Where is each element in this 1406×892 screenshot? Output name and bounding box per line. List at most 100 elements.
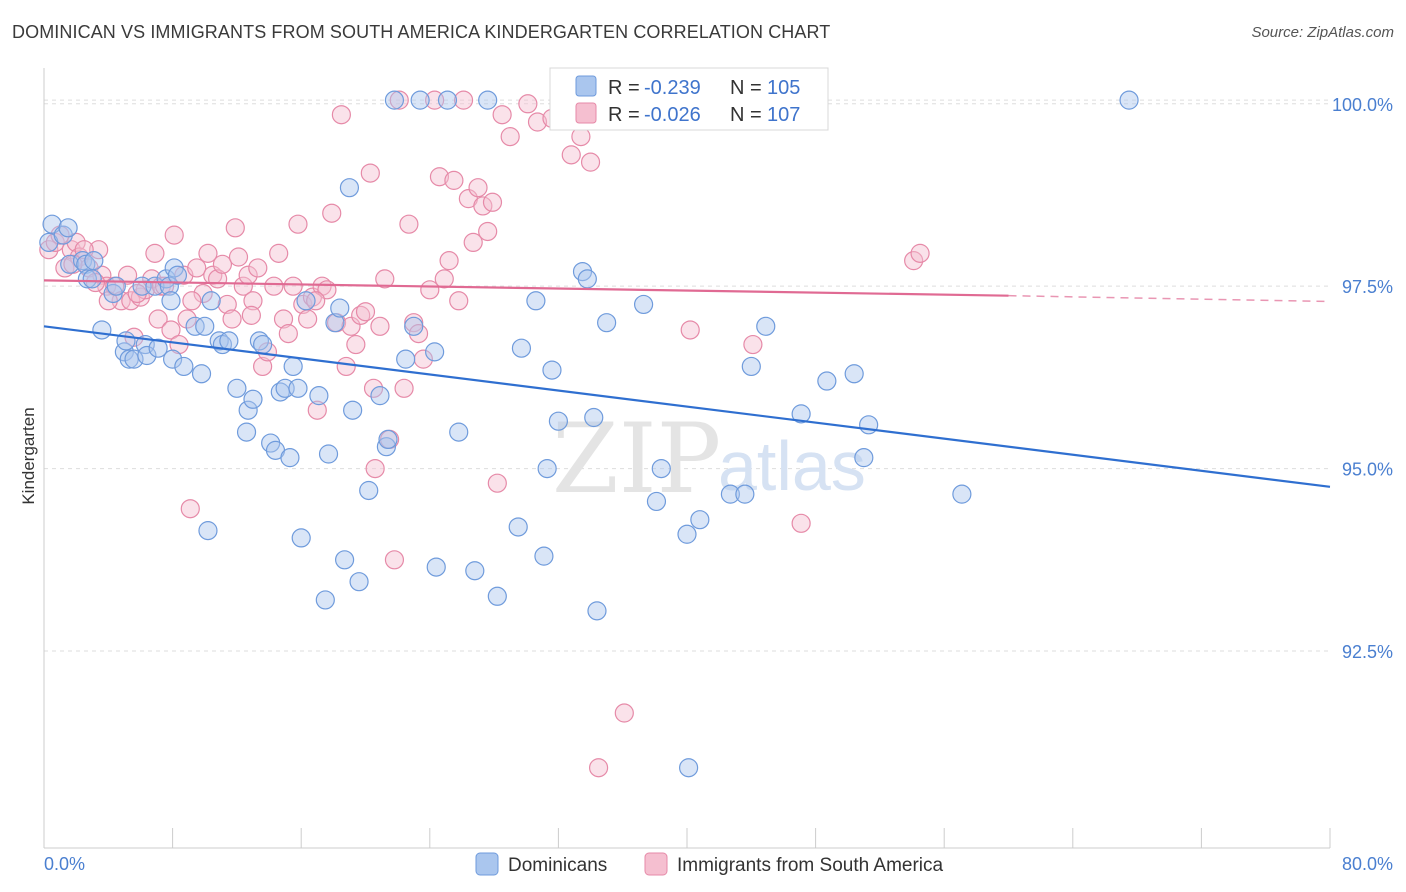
point-dominicans <box>817 371 837 391</box>
point-immigrants <box>561 145 581 165</box>
point-dominicans <box>542 360 562 380</box>
point-immigrants <box>182 291 202 311</box>
point-immigrants <box>193 283 213 304</box>
point-immigrants <box>269 243 289 263</box>
point-dominicans <box>487 586 507 606</box>
point-immigrants <box>389 90 409 110</box>
point-dominicans <box>343 400 363 420</box>
point-dominicans <box>854 448 874 468</box>
point-dominicans <box>318 444 339 464</box>
point-dominicans <box>137 345 157 366</box>
point-dominicans <box>844 364 864 384</box>
point-immigrants <box>217 294 237 315</box>
x-tick-label-max: 80.0% <box>1342 854 1393 874</box>
y-tick-label: 97.5% <box>1342 277 1393 297</box>
point-immigrants <box>614 703 634 723</box>
x-tick-label-min: 0.0% <box>44 854 85 874</box>
legend-r-value-pink: -0.026 <box>644 104 701 126</box>
point-dominicans <box>646 491 667 512</box>
point-dominicans <box>236 422 257 442</box>
legend-r-label-pink: R = <box>608 104 640 126</box>
point-immigrants <box>164 225 184 245</box>
series-legend-swatch-dominicans <box>475 852 499 876</box>
point-immigrants <box>307 400 327 420</box>
grid-layer <box>44 99 1330 652</box>
point-dominicans <box>577 269 597 289</box>
point-immigrants <box>298 309 318 329</box>
point-immigrants <box>743 334 763 355</box>
point-dominicans <box>791 404 811 424</box>
point-dominicans <box>410 90 430 110</box>
point-dominicans <box>167 265 188 285</box>
point-dominicans <box>633 294 654 315</box>
watermark-zip: ZIP <box>552 403 721 515</box>
point-immigrants <box>161 320 181 340</box>
point-dominicans <box>280 448 300 468</box>
point-dominicans <box>426 557 446 577</box>
legend-swatch-blue <box>575 75 597 97</box>
point-dominicans <box>384 90 405 110</box>
point-immigrants <box>225 218 245 238</box>
point-dominicans <box>209 331 229 351</box>
point-immigrants <box>293 294 313 315</box>
point-immigrants <box>429 167 450 187</box>
point-dominicans <box>296 291 316 311</box>
point-immigrants <box>222 309 242 329</box>
legend-swatch-pink <box>575 102 597 124</box>
point-dominicans <box>84 251 104 271</box>
point-dominicans <box>587 601 607 621</box>
point-dominicans <box>185 316 205 336</box>
chart-title: DOMINICAN VS IMMIGRANTS FROM SOUTH AMERI… <box>12 22 831 42</box>
legend-r-value-blue: -0.239 <box>644 77 701 99</box>
point-dominicans <box>478 90 498 110</box>
series-legend-immigrants: Immigrants from South America <box>677 855 944 876</box>
point-dominicans <box>425 342 445 362</box>
point-dominicans <box>148 338 168 358</box>
point-immigrants <box>355 302 376 322</box>
point-dominicans <box>58 218 78 238</box>
point-immigrants <box>331 105 351 125</box>
point-immigrants <box>148 309 168 329</box>
y-tick-label: 100.0% <box>1332 95 1393 115</box>
point-dominicans <box>741 356 761 377</box>
point-immigrants <box>580 152 601 172</box>
point-dominicans <box>77 269 98 289</box>
point-dominicans <box>116 331 136 351</box>
point-immigrants <box>145 243 165 263</box>
point-dominicans <box>201 291 221 311</box>
point-dominicans <box>195 316 215 336</box>
point-dominicans <box>60 254 80 274</box>
point-immigrants <box>177 309 197 329</box>
point-immigrants <box>336 356 356 377</box>
point-dominicans <box>534 546 554 566</box>
point-immigrants <box>384 550 405 570</box>
point-immigrants <box>399 214 419 234</box>
point-immigrants <box>365 458 385 479</box>
point-dominicans <box>288 378 308 398</box>
point-immigrants <box>187 258 207 278</box>
point-immigrants <box>434 269 454 289</box>
point-dominicans <box>161 291 181 311</box>
point-dominicans <box>679 758 699 778</box>
point-immigrants <box>39 240 59 260</box>
series-legend: Dominicans Immigrants from South America <box>475 852 944 876</box>
point-dominicans <box>952 484 972 504</box>
point-immigrants <box>468 178 488 198</box>
trend-lines <box>43 279 1331 488</box>
point-dominicans <box>396 349 416 369</box>
point-dominicans <box>537 458 557 479</box>
point-dominicans <box>174 356 194 377</box>
point-immigrants <box>680 320 700 340</box>
point-dominicans <box>511 338 532 358</box>
point-immigrants <box>500 127 520 147</box>
point-dominicans <box>526 291 546 311</box>
point-dominicans <box>339 178 360 198</box>
point-immigrants <box>233 276 253 296</box>
point-dominicans <box>243 389 263 409</box>
y-tick-label: 95.0% <box>1342 460 1393 480</box>
y-axis-label: Kindergarten <box>19 407 38 504</box>
point-immigrants <box>518 94 538 114</box>
point-dominicans <box>370 386 390 406</box>
point-immigrants <box>444 170 464 190</box>
point-immigrants <box>228 247 249 267</box>
